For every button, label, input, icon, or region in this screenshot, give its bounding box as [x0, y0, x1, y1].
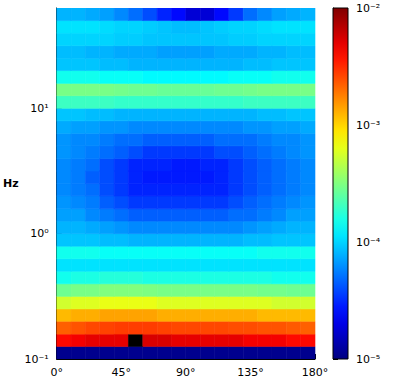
svg-text:10⁻¹: 10⁻¹ [25, 353, 49, 366]
svg-text:135°: 135° [237, 366, 264, 379]
svg-text:0°: 0° [50, 366, 63, 379]
svg-text:10⁻²: 10⁻² [356, 2, 380, 15]
svg-text:10⁻⁴: 10⁻⁴ [356, 236, 381, 249]
svg-text:Hz: Hz [3, 177, 19, 190]
svg-text:10⁰: 10⁰ [30, 227, 49, 240]
svg-text:10¹: 10¹ [30, 102, 48, 115]
svg-text:10⁻³: 10⁻³ [356, 119, 380, 132]
svg-text:45°: 45° [112, 366, 132, 379]
svg-text:90°: 90° [176, 366, 196, 379]
svg-text:10⁻⁵: 10⁻⁵ [356, 353, 380, 366]
svg-text:180°: 180° [302, 366, 329, 379]
